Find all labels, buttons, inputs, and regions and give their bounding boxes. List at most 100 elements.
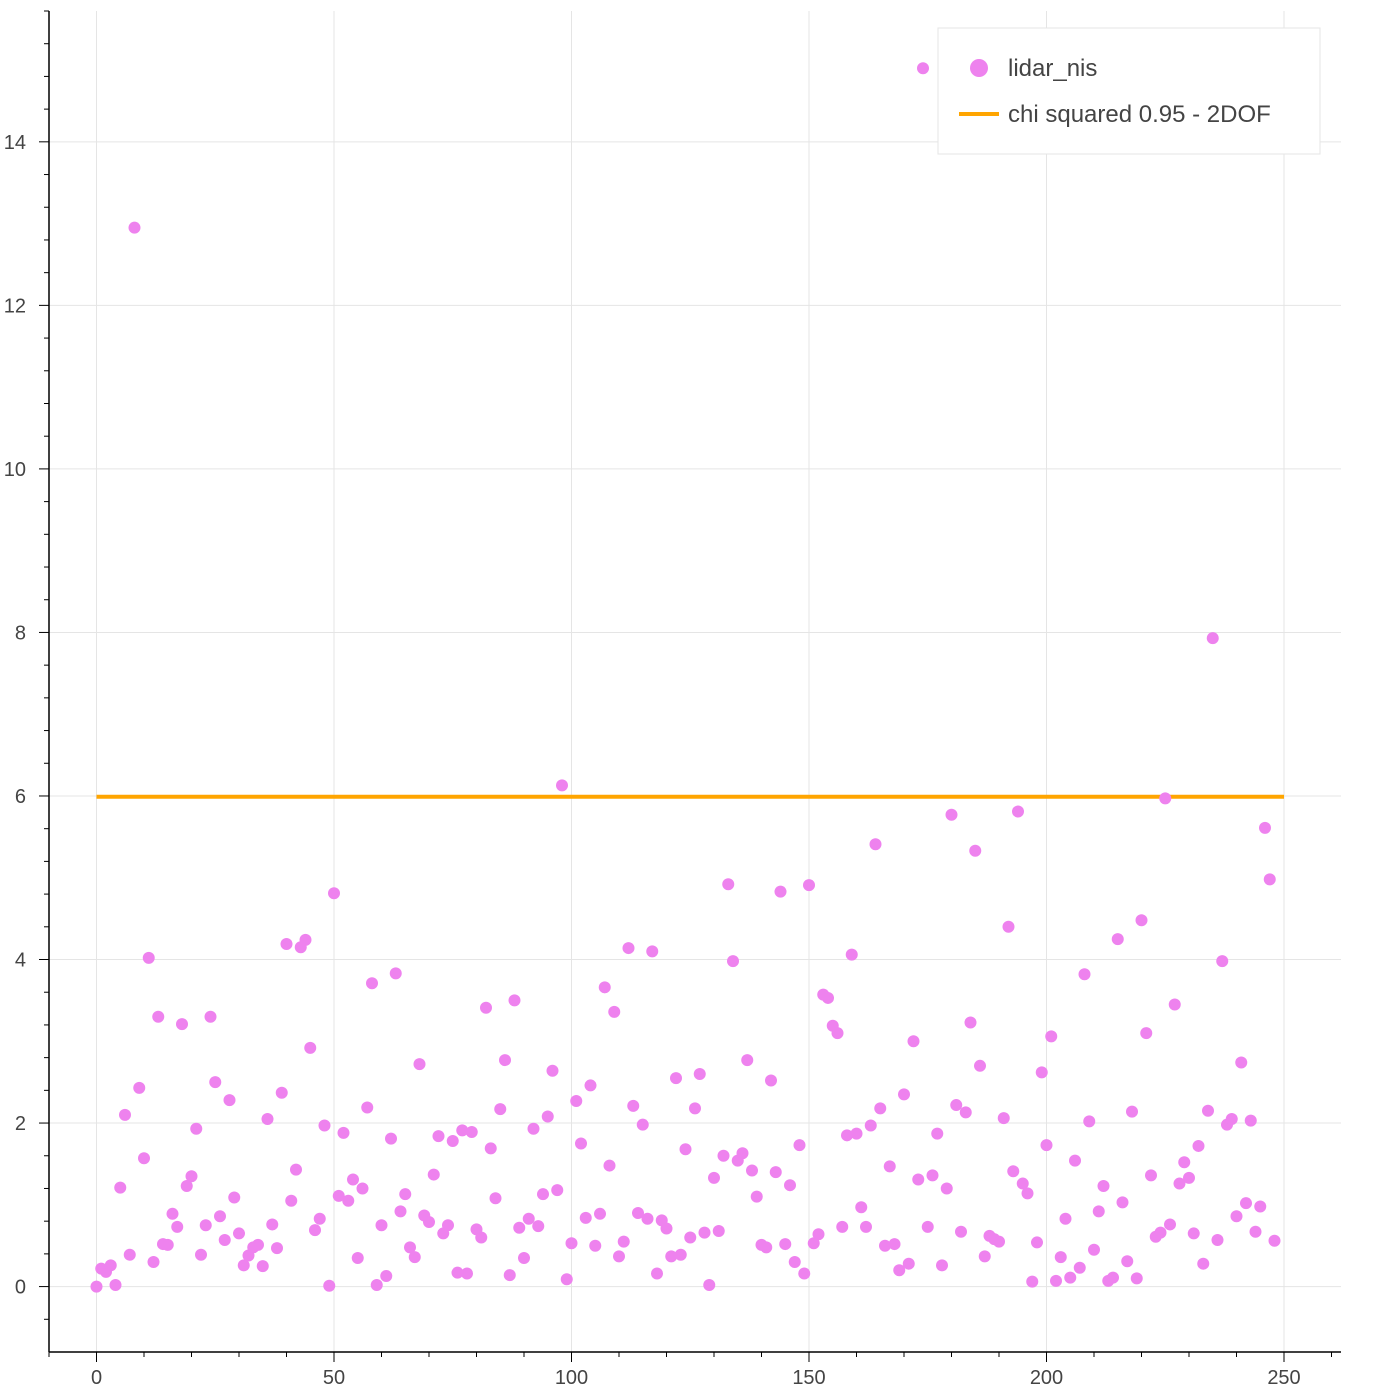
data-point bbox=[931, 1127, 944, 1140]
data-point bbox=[617, 1235, 630, 1248]
data-point bbox=[1116, 1196, 1129, 1209]
y-tick-label: 14 bbox=[4, 132, 26, 154]
data-point bbox=[1263, 873, 1276, 886]
lidar-nis-points bbox=[90, 62, 1281, 1293]
data-point bbox=[812, 1228, 825, 1241]
data-point bbox=[1168, 998, 1181, 1011]
data-point bbox=[337, 1126, 350, 1139]
data-point bbox=[1026, 1275, 1039, 1288]
data-point bbox=[461, 1267, 473, 1280]
data-point bbox=[451, 1266, 464, 1279]
data-point bbox=[1240, 1197, 1252, 1210]
data-point bbox=[589, 1239, 602, 1252]
data-point bbox=[1002, 920, 1015, 933]
data-point bbox=[674, 1248, 687, 1261]
data-point bbox=[594, 1207, 606, 1220]
data-point bbox=[318, 1119, 331, 1132]
data-point bbox=[1211, 1233, 1224, 1246]
data-point bbox=[423, 1215, 435, 1228]
data-point bbox=[660, 1222, 673, 1235]
data-point bbox=[261, 1112, 274, 1125]
data-point bbox=[404, 1241, 416, 1254]
data-point bbox=[1130, 1272, 1143, 1285]
data-point bbox=[579, 1211, 592, 1224]
data-point bbox=[370, 1278, 383, 1291]
data-point bbox=[632, 1206, 644, 1219]
data-point bbox=[323, 1279, 336, 1292]
x-tick-label: 200 bbox=[1030, 1367, 1063, 1389]
data-point bbox=[1249, 1225, 1262, 1238]
data-point bbox=[380, 1269, 393, 1282]
data-point bbox=[1235, 1056, 1248, 1069]
data-point bbox=[613, 1250, 625, 1263]
data-point bbox=[532, 1220, 545, 1233]
data-point bbox=[565, 1237, 578, 1250]
data-point bbox=[465, 1126, 478, 1139]
data-point bbox=[1021, 1187, 1034, 1200]
data-point bbox=[1045, 1030, 1058, 1043]
legend: lidar_nis chi squared 0.95 - 2DOF bbox=[937, 27, 1321, 155]
data-point bbox=[636, 1118, 649, 1131]
data-point bbox=[128, 221, 141, 234]
data-point bbox=[902, 1257, 915, 1270]
data-point bbox=[888, 1238, 901, 1251]
data-point bbox=[351, 1251, 364, 1264]
data-point bbox=[123, 1248, 136, 1261]
data-point bbox=[760, 1241, 773, 1254]
data-point bbox=[869, 838, 882, 851]
data-point bbox=[750, 1190, 763, 1203]
data-point bbox=[427, 1168, 440, 1181]
data-point bbox=[138, 1152, 150, 1165]
legend-label-chi-squared: chi squared 0.95 - 2DOF bbox=[1008, 101, 1271, 128]
data-point bbox=[494, 1103, 507, 1116]
data-point bbox=[1111, 933, 1124, 946]
data-point bbox=[171, 1220, 184, 1233]
data-point bbox=[522, 1212, 535, 1225]
data-point bbox=[836, 1220, 849, 1233]
data-point bbox=[385, 1132, 397, 1145]
data-point bbox=[1173, 1177, 1186, 1190]
data-point bbox=[774, 885, 787, 898]
data-point bbox=[978, 1250, 991, 1263]
data-point bbox=[1187, 1227, 1200, 1240]
data-point bbox=[945, 808, 958, 821]
data-point bbox=[1230, 1210, 1243, 1223]
data-point bbox=[1154, 1226, 1167, 1239]
data-point bbox=[299, 933, 312, 946]
data-point bbox=[622, 942, 635, 955]
y-tick-label: 12 bbox=[4, 295, 26, 317]
data-point bbox=[769, 1166, 782, 1179]
data-point bbox=[955, 1225, 967, 1238]
data-point bbox=[746, 1164, 758, 1177]
data-point bbox=[1192, 1139, 1205, 1152]
data-point bbox=[1140, 1027, 1153, 1040]
data-point bbox=[959, 1106, 972, 1119]
data-point bbox=[1135, 914, 1148, 927]
data-point bbox=[665, 1250, 678, 1263]
data-point bbox=[603, 1159, 616, 1172]
data-point bbox=[199, 1219, 212, 1232]
data-point bbox=[408, 1251, 421, 1264]
data-point bbox=[332, 1189, 345, 1202]
data-point bbox=[432, 1130, 445, 1143]
data-point bbox=[570, 1094, 583, 1107]
data-point bbox=[1007, 1165, 1020, 1178]
data-point bbox=[1121, 1255, 1134, 1268]
data-point bbox=[822, 991, 834, 1004]
data-point bbox=[627, 1099, 640, 1112]
data-point bbox=[874, 1102, 887, 1115]
data-point bbox=[1145, 1169, 1157, 1182]
data-point bbox=[366, 977, 378, 990]
legend-box bbox=[937, 27, 1321, 155]
data-point bbox=[1107, 1271, 1119, 1284]
data-point bbox=[1178, 1156, 1191, 1169]
data-point bbox=[342, 1194, 355, 1207]
y-tick-label: 10 bbox=[4, 459, 26, 481]
data-point bbox=[361, 1101, 374, 1114]
data-point bbox=[807, 1237, 820, 1250]
data-point bbox=[722, 878, 735, 891]
data-point bbox=[641, 1212, 654, 1225]
data-point bbox=[551, 1184, 564, 1197]
data-point bbox=[285, 1194, 298, 1207]
data-point bbox=[1202, 1104, 1214, 1117]
